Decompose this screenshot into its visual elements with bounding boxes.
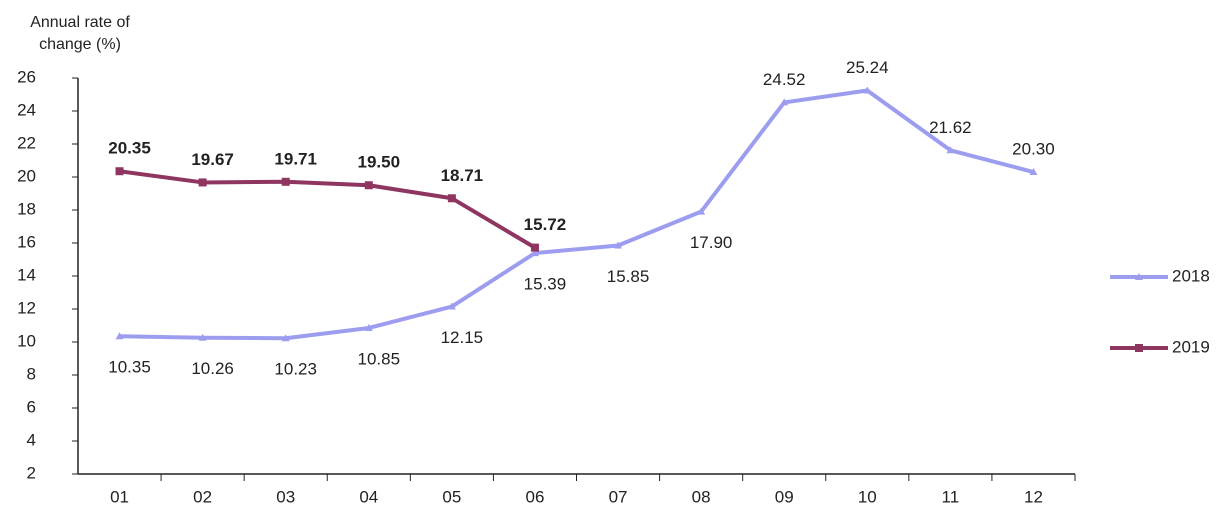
point bbox=[281, 334, 290, 342]
data-label: 19.50 bbox=[358, 153, 401, 172]
y-tick-label: 20 bbox=[17, 166, 36, 185]
x-tick-label: 05 bbox=[442, 487, 461, 506]
point bbox=[447, 194, 456, 203]
data-label: 17.90 bbox=[690, 233, 733, 252]
data-label: 15.85 bbox=[607, 267, 650, 286]
y-tick-label: 2 bbox=[27, 463, 36, 482]
point bbox=[115, 167, 124, 176]
legend-label: 2019 bbox=[1172, 337, 1210, 356]
data-label: 12.15 bbox=[441, 328, 484, 347]
point bbox=[530, 243, 539, 252]
x-tick-label: 10 bbox=[858, 487, 877, 506]
point bbox=[863, 86, 872, 94]
x-tick-label: 03 bbox=[276, 487, 295, 506]
x-tick-label: 11 bbox=[942, 487, 960, 506]
y-tick-label: 24 bbox=[17, 100, 36, 119]
data-label: 10.35 bbox=[108, 358, 151, 377]
data-label: 19.71 bbox=[274, 149, 317, 168]
series-line bbox=[119, 169, 536, 250]
data-label: 15.72 bbox=[524, 215, 567, 234]
series-line bbox=[119, 88, 1034, 341]
point bbox=[281, 177, 290, 186]
data-label: 10.23 bbox=[274, 360, 317, 379]
y-tick-label: 12 bbox=[17, 298, 36, 317]
point bbox=[946, 146, 955, 154]
point bbox=[198, 178, 207, 187]
y-tick-label: 16 bbox=[17, 232, 36, 251]
point bbox=[780, 98, 789, 106]
point bbox=[364, 181, 373, 190]
data-label: 21.62 bbox=[929, 118, 972, 137]
y-tick-label: 8 bbox=[27, 364, 36, 383]
data-label: 18.71 bbox=[441, 166, 484, 185]
point bbox=[1029, 168, 1038, 176]
x-tick-label: 06 bbox=[525, 487, 544, 506]
x-tick-label: 01 bbox=[110, 487, 129, 506]
point bbox=[447, 302, 456, 310]
point bbox=[115, 332, 124, 340]
y-tick-label: 18 bbox=[17, 199, 36, 218]
y-tick-label: 10 bbox=[17, 331, 36, 350]
x-tick-label: 09 bbox=[775, 487, 794, 506]
legend-marker bbox=[1135, 344, 1143, 352]
data-label: 20.35 bbox=[108, 139, 151, 158]
x-tick-label: 04 bbox=[359, 487, 378, 506]
x-tick-label: 07 bbox=[609, 487, 628, 506]
legend-marker bbox=[1135, 273, 1143, 280]
point bbox=[530, 249, 539, 257]
x-tick-label: 08 bbox=[692, 487, 711, 506]
point bbox=[364, 323, 373, 331]
data-label: 20.30 bbox=[1012, 140, 1055, 159]
data-label: 25.24 bbox=[846, 58, 889, 77]
data-label: 10.85 bbox=[358, 349, 401, 368]
legend-label: 2018 bbox=[1172, 266, 1210, 285]
x-tick-label: 02 bbox=[193, 487, 212, 506]
data-label: 24.52 bbox=[763, 70, 806, 89]
y-tick-label: 6 bbox=[27, 397, 36, 416]
point bbox=[614, 241, 623, 249]
y-tick-label: 22 bbox=[17, 133, 36, 152]
data-label: 10.26 bbox=[191, 359, 234, 378]
data-label: 15.39 bbox=[524, 275, 567, 294]
y-tick-label: 4 bbox=[27, 430, 36, 449]
data-label: 19.67 bbox=[191, 150, 234, 169]
x-tick-label: 12 bbox=[1024, 487, 1043, 506]
y-tick-label: 14 bbox=[17, 265, 36, 284]
point bbox=[697, 207, 706, 215]
y-tick-label: 26 bbox=[17, 67, 36, 86]
y-axis-label: Annual rate of change (%) bbox=[30, 14, 130, 53]
point bbox=[198, 333, 207, 341]
